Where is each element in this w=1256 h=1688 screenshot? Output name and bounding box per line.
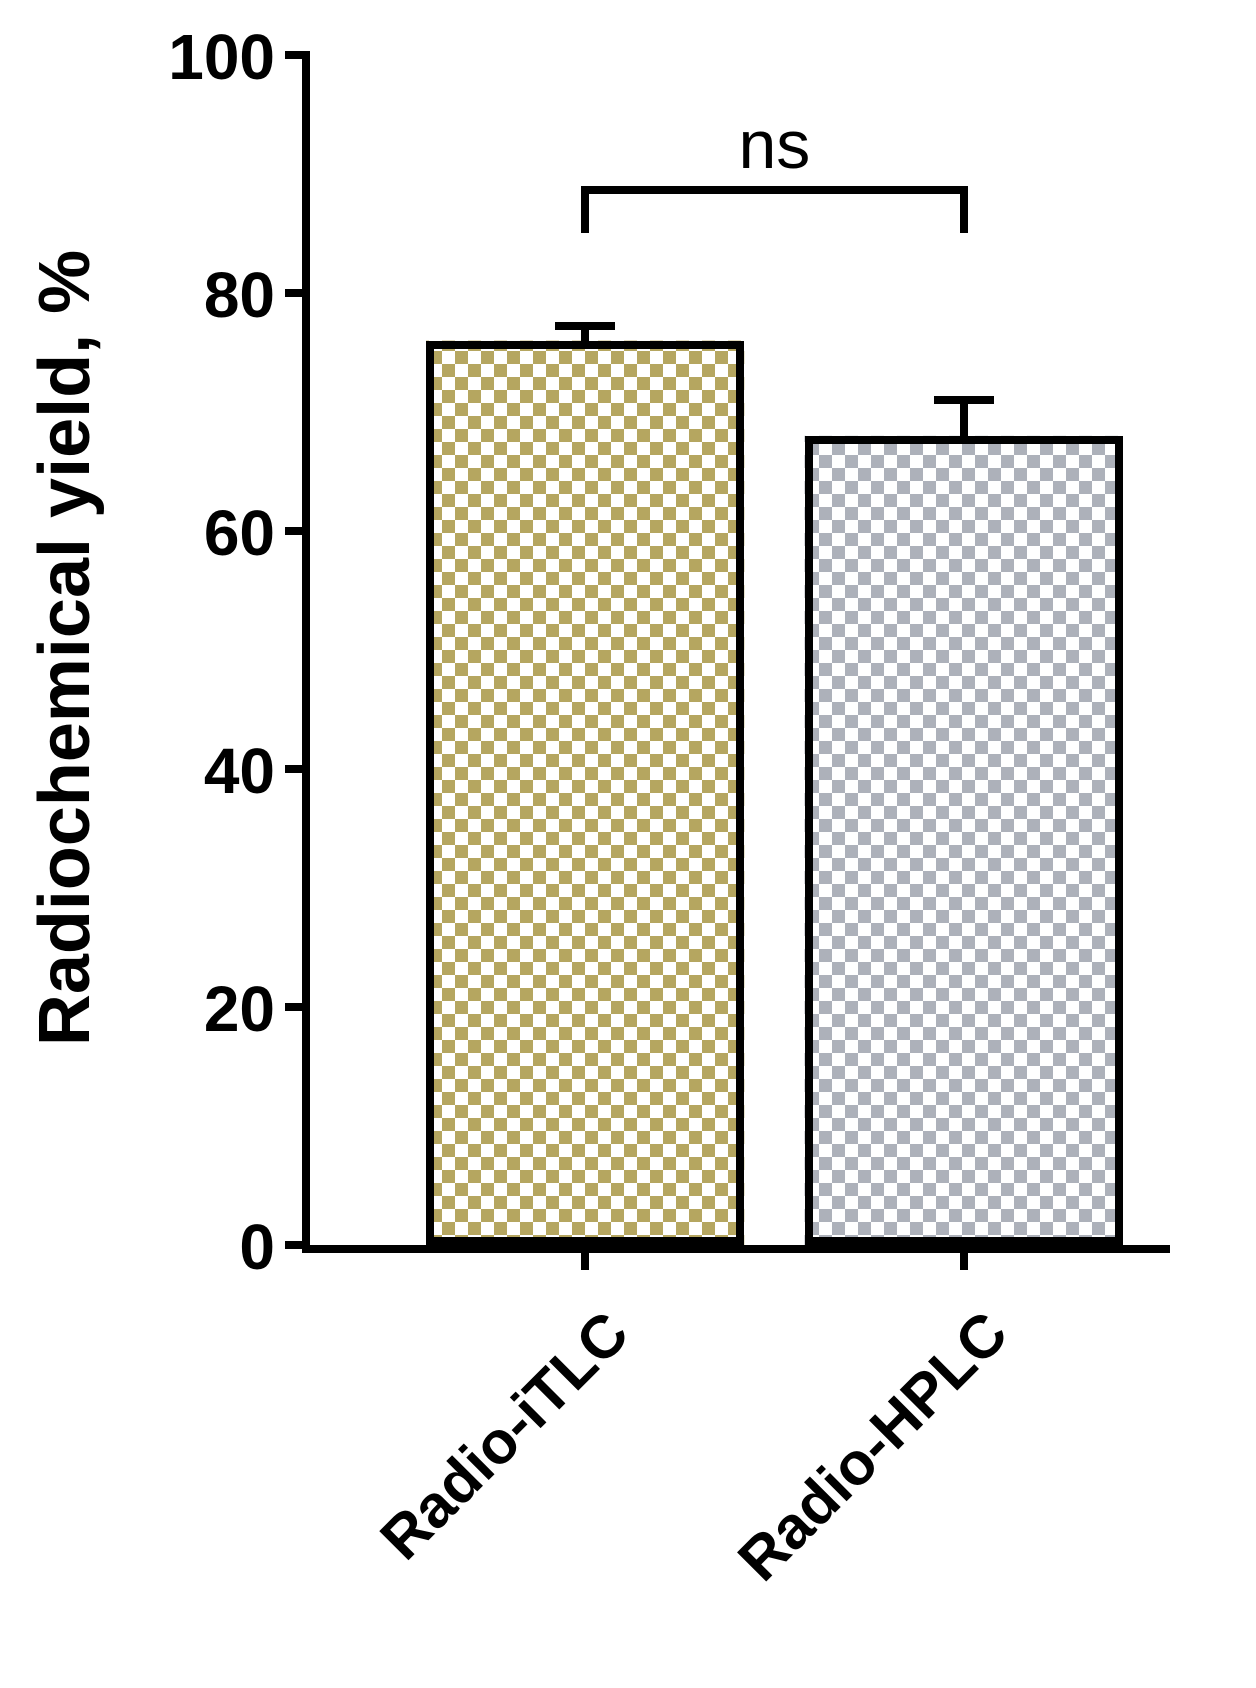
bar-radio-hplc bbox=[805, 436, 1123, 1245]
significance-label: ns bbox=[674, 106, 874, 184]
significance-bracket-drop bbox=[960, 186, 968, 234]
error-bar-cap bbox=[934, 396, 994, 404]
y-tick-label: 20 bbox=[135, 972, 275, 1046]
error-bar-cap bbox=[555, 322, 615, 330]
significance-bracket bbox=[585, 186, 963, 194]
bar-radio-itlc bbox=[426, 341, 744, 1245]
y-tick-label: 0 bbox=[135, 1210, 275, 1284]
y-axis-label: Radiochemical yield, % bbox=[24, 53, 106, 1243]
error-bar-stem bbox=[960, 400, 968, 436]
x-axis-line bbox=[302, 1245, 1170, 1253]
bar-chart: Radiochemical yield, % ns Radio-iTLCRadi… bbox=[0, 0, 1256, 1688]
significance-bracket-drop bbox=[581, 186, 589, 234]
y-tick-label: 80 bbox=[135, 258, 275, 332]
y-axis-line bbox=[302, 55, 310, 1253]
y-tick-label: 40 bbox=[135, 734, 275, 808]
y-tick-label: 100 bbox=[135, 20, 275, 94]
y-tick-label: 60 bbox=[135, 496, 275, 570]
